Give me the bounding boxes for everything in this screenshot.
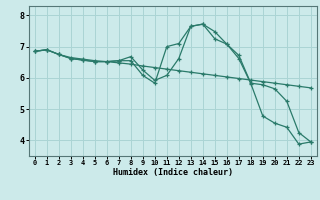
X-axis label: Humidex (Indice chaleur): Humidex (Indice chaleur) — [113, 168, 233, 177]
